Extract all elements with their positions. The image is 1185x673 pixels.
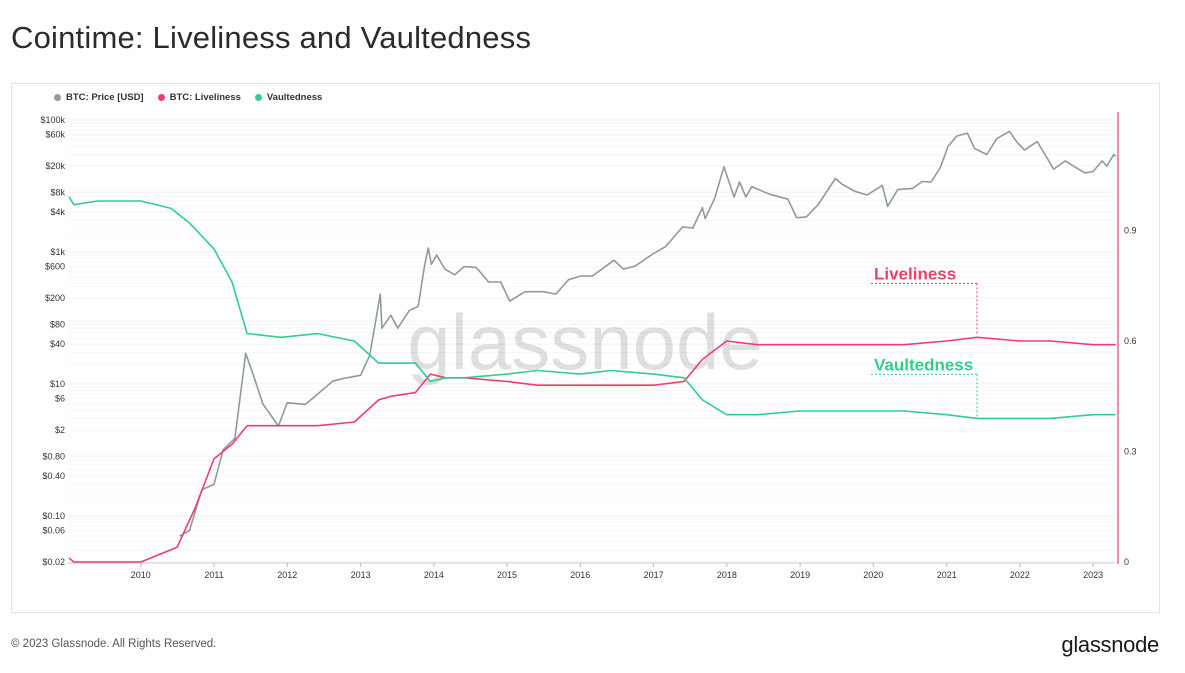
- y-right-tick-label: 0.9: [1124, 226, 1137, 236]
- legend-label-liveliness: BTC: Liveliness: [169, 92, 241, 103]
- y-right-tick-label: 0: [1124, 557, 1129, 567]
- y-left-tick-label: $20k: [45, 161, 65, 171]
- series-line-vaultedness[interactable]: [68, 196, 1116, 420]
- series-line-price[interactable]: [179, 130, 1116, 537]
- legend-item-price[interactable]: BTC: Price [USD]: [54, 92, 144, 103]
- watermark: glassnode: [407, 298, 763, 386]
- page-title: Cointime: Liveliness and Vaultedness: [11, 20, 532, 55]
- x-tick-label: 2010: [131, 570, 151, 580]
- y-left-tick-label: $0.10: [42, 511, 65, 521]
- y-left-tick-label: $0.02: [42, 557, 65, 567]
- x-tick-label: 2019: [790, 570, 810, 580]
- y-left-tick-label: $8k: [50, 187, 65, 197]
- copyright-text: © 2023 Glassnode. All Rights Reserved.: [11, 638, 217, 650]
- x-tick-label: 2014: [424, 570, 444, 580]
- x-tick-label: 2020: [863, 570, 883, 580]
- series-lines: [68, 130, 1116, 563]
- legend-item-liveliness[interactable]: BTC: Liveliness: [157, 92, 241, 103]
- y-left-tick-label: $200: [45, 293, 65, 303]
- left-axis-ticks: $100k $60k $20k $8k $4k $1k $600 $200 $80 $40 $10 $…: [40, 115, 65, 567]
- x-tick-label: 2017: [644, 570, 664, 580]
- y-left-tick-label: $0.06: [42, 526, 65, 536]
- x-tick-label: 2023: [1083, 570, 1103, 580]
- chart-frame: BTC: Price [USD] BTC: Liveliness Vaulted…: [11, 83, 1160, 613]
- right-axis-ticks: 0 0.3 0.6 0.9: [1124, 226, 1137, 568]
- y-left-tick-label: $100k: [40, 115, 65, 125]
- y-left-tick-label: $600: [45, 262, 65, 272]
- y-left-tick-label: $10: [50, 379, 65, 389]
- y-left-tick-label: $0.40: [42, 471, 65, 481]
- legend-item-vaultedness[interactable]: Vaultedness: [254, 92, 323, 103]
- annotation-label: Vaultedness: [874, 355, 973, 374]
- x-tick-label: 2013: [351, 570, 371, 580]
- x-tick-label: 2021: [937, 570, 957, 580]
- x-tick-label: 2016: [570, 570, 590, 580]
- legend-dot-price: [54, 94, 61, 101]
- y-left-tick-label: $2: [55, 425, 65, 435]
- y-left-tick-label: $4k: [50, 207, 65, 217]
- x-tick-label: 2022: [1010, 570, 1030, 580]
- annotations: Liveliness Vaultedness: [871, 264, 978, 417]
- grid-lines: [68, 112, 1119, 564]
- y-right-tick-label: 0.6: [1124, 336, 1137, 346]
- y-left-tick-label: $40: [50, 339, 65, 349]
- y-right-tick-label: 0.3: [1124, 447, 1137, 457]
- y-left-tick-label: $60k: [45, 130, 65, 140]
- x-tick-label: 2018: [717, 570, 737, 580]
- legend-label-vaultedness: Vaultedness: [266, 92, 323, 103]
- chart-legend: BTC: Price [USD] BTC: Liveliness Vaulted…: [54, 92, 322, 103]
- series-line-liveliness[interactable]: [68, 336, 1116, 563]
- x-tick-label: 2015: [497, 570, 517, 580]
- annotation-label: Liveliness: [874, 264, 956, 283]
- x-tick-label: 2012: [277, 570, 297, 580]
- chart-plot: $100k $60k $20k $8k $4k $1k $600 $200 $80 $40 $10 $…: [40, 112, 1137, 580]
- x-tick-label: 2011: [204, 570, 223, 580]
- glassnode-logo[interactable]: glassnode: [1061, 632, 1159, 657]
- legend-label-price: BTC: Price [USD]: [66, 92, 144, 103]
- legend-dot-liveliness: [157, 94, 165, 101]
- legend-dot-vaultedness: [254, 94, 262, 101]
- y-left-tick-label: $6: [55, 394, 65, 404]
- y-left-tick-label: $1k: [50, 247, 65, 257]
- y-left-tick-label: $0.80: [42, 451, 65, 461]
- y-left-tick-label: $80: [50, 319, 65, 329]
- x-axis-ticks: 2010 2011 2012 2013 2014 2015 2016 2017 2018 2019…: [68, 562, 1115, 580]
